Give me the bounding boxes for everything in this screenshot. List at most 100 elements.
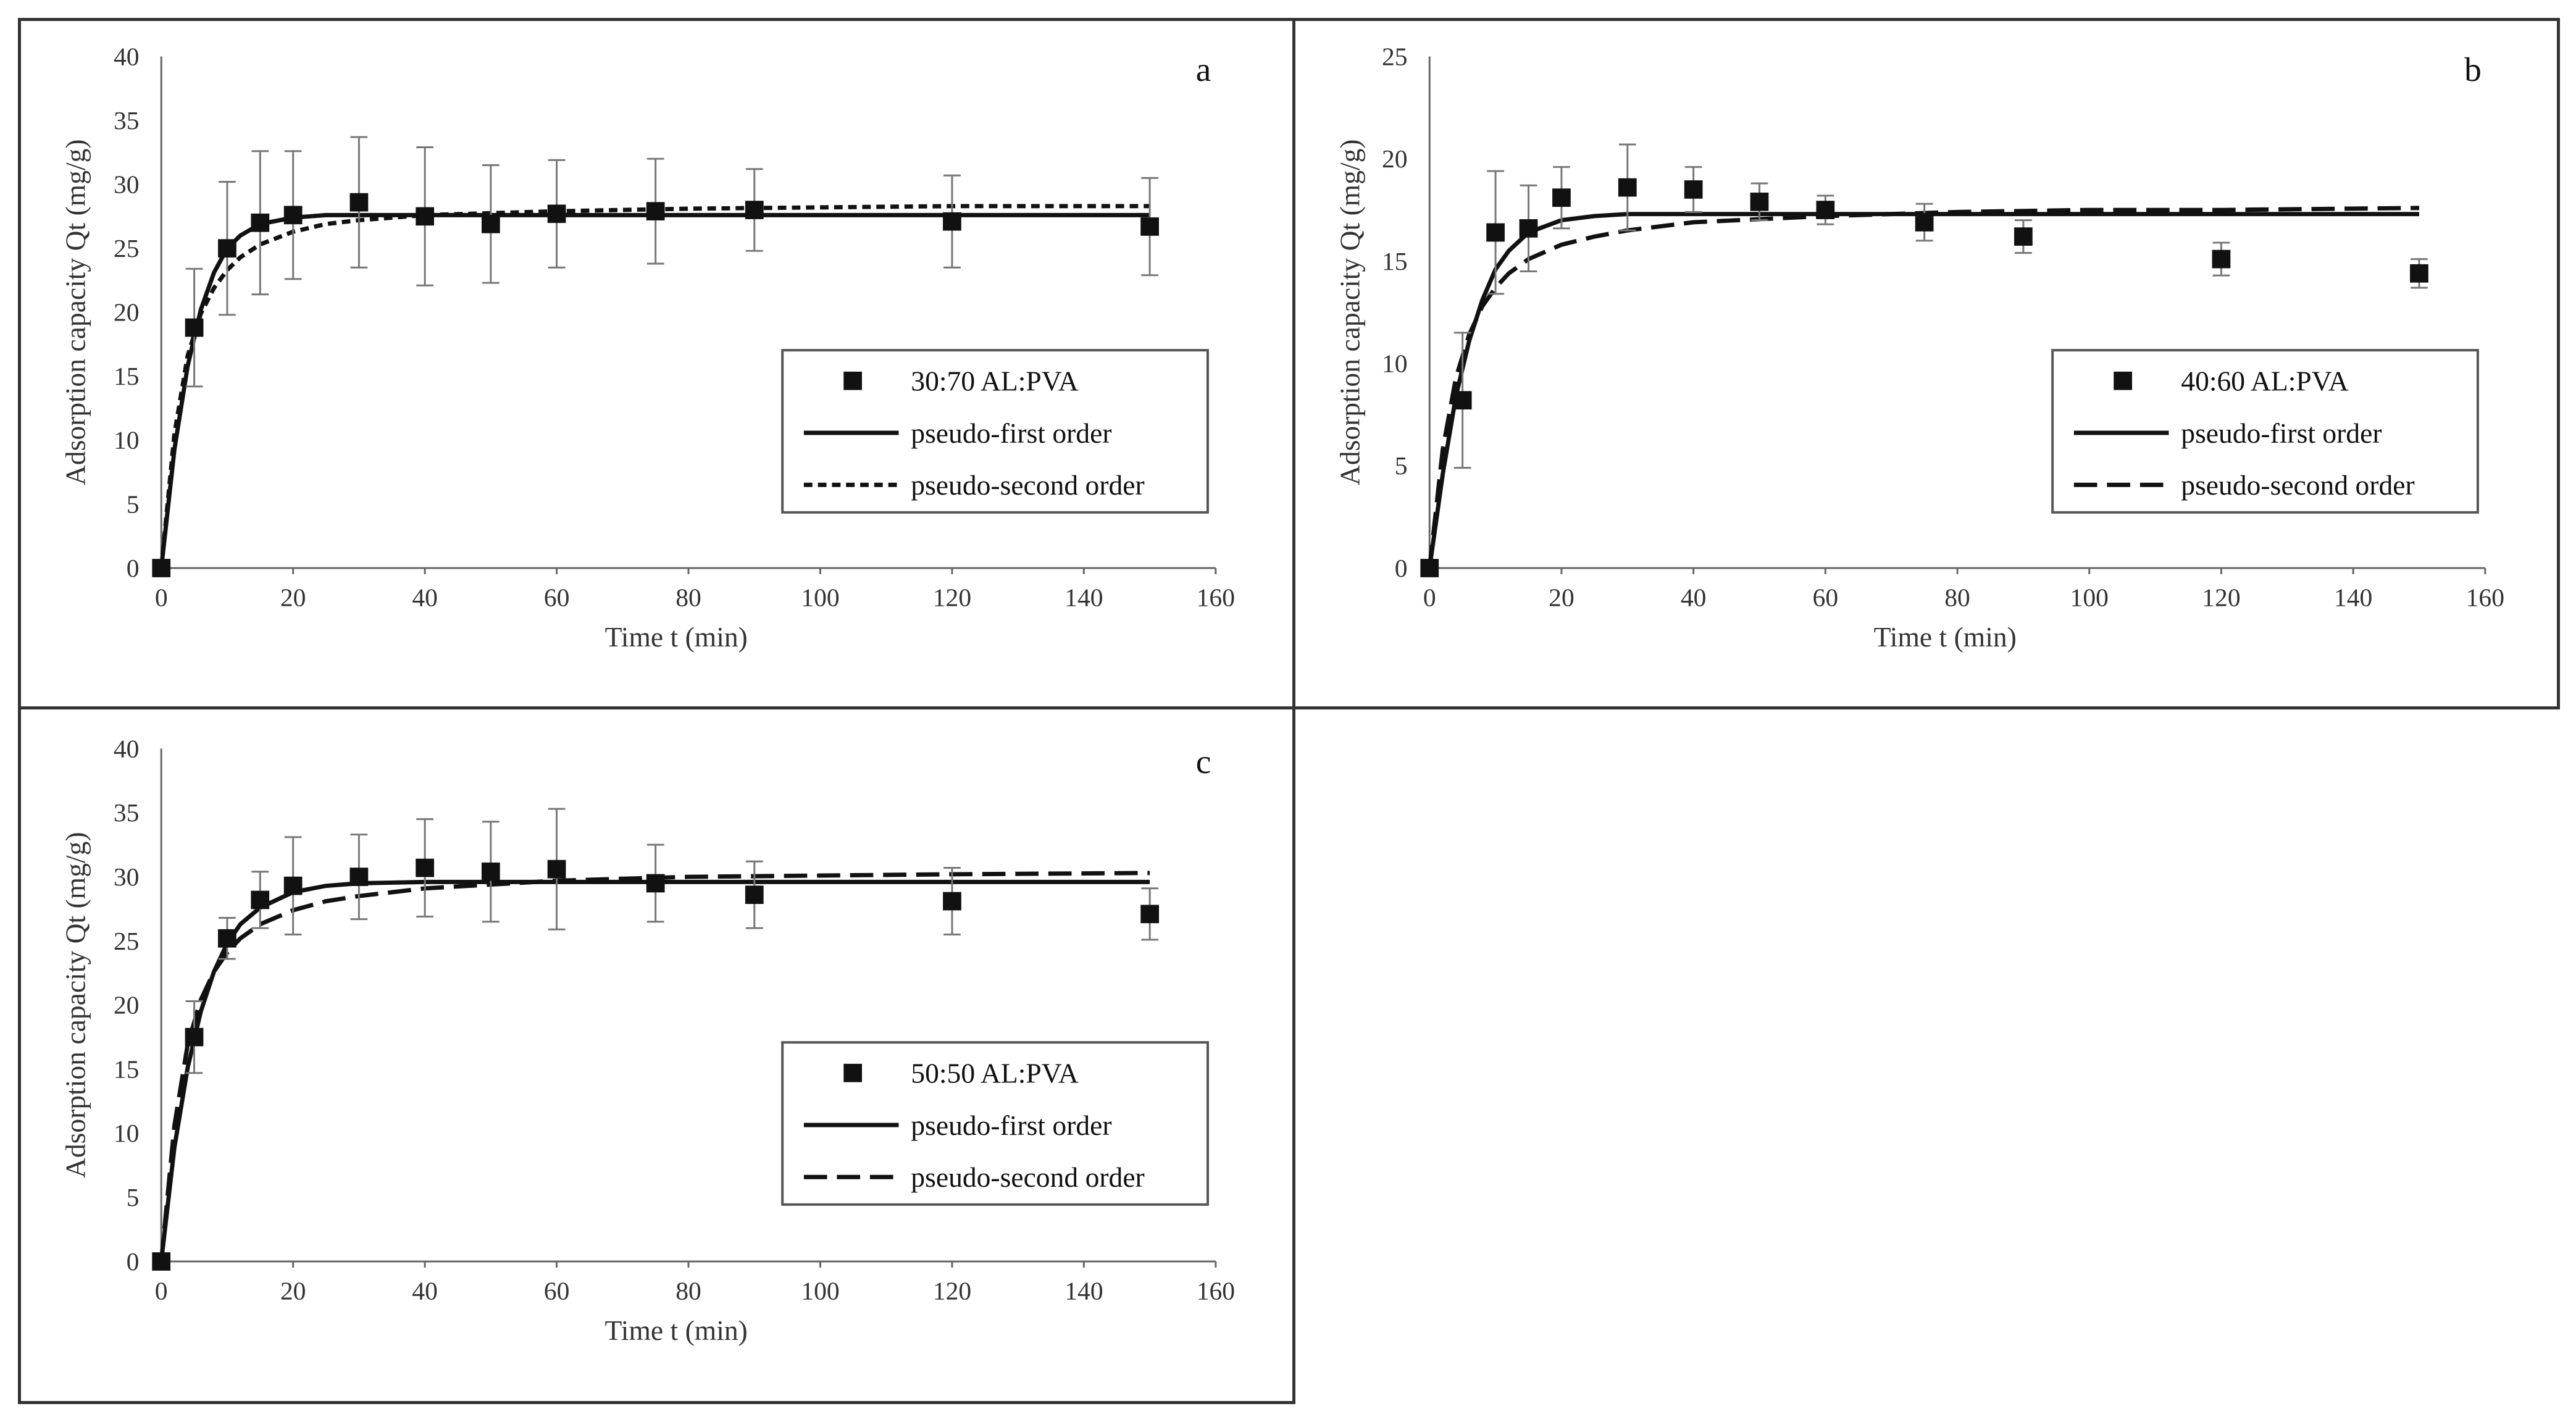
x-tick-label: 40 [412, 1277, 438, 1305]
x-tick-label: 80 [675, 583, 701, 612]
data-point [185, 1027, 204, 1047]
x-tick-label: 160 [2466, 583, 2504, 612]
x-tick-label: 60 [544, 583, 570, 612]
x-tick-label: 20 [280, 583, 306, 612]
data-point [152, 559, 171, 577]
y-tick-label: 20 [114, 992, 140, 1020]
data-point [152, 1252, 171, 1271]
panel-letter: c [1196, 743, 1211, 781]
data-point [1486, 223, 1505, 242]
data-point [1915, 213, 1934, 232]
data-point [416, 858, 434, 877]
data-point [943, 892, 961, 911]
x-tick-label: 140 [1064, 1277, 1103, 1305]
panel-letter: b [2464, 51, 2482, 89]
data-point [1816, 201, 1835, 219]
data-point [646, 202, 665, 220]
data-point [1618, 178, 1637, 197]
x-tick-label: 160 [1197, 1277, 1235, 1305]
legend-label: pseudo-first order [911, 1110, 1111, 1141]
data-point [2410, 264, 2428, 283]
chart-panel-b: 0 20 40 60 80 100 120 140 160 0 5 10 15 20 25 Time t (m… [1292, 18, 2560, 709]
y-axis-title: Adsorption capacity Qt (mg/g) [59, 832, 91, 1178]
y-tick-label: 30 [114, 863, 140, 892]
x-tick-label: 120 [933, 1277, 971, 1305]
legend-marker [843, 371, 863, 390]
data-point [283, 206, 303, 225]
x-tick-label: 60 [544, 1277, 570, 1305]
y-tick-label: 5 [127, 490, 140, 519]
data-point [283, 876, 303, 895]
data-point [1684, 180, 1703, 199]
y-tick-label: 10 [114, 427, 140, 455]
y-axis-title: Adsorption capacity Qt (mg/g) [1334, 139, 1365, 485]
legend-label: pseudo-second order [911, 1161, 1144, 1193]
data-point [481, 862, 500, 881]
x-axis-title: Time t (min) [1874, 621, 2017, 653]
data-point [481, 214, 500, 233]
data-point [1140, 217, 1159, 236]
legend-marker [2114, 371, 2132, 390]
chart-panel-c: 0 20 40 60 80 100 120 140 160 0 5 10 15 20 25 30 35 40 Tim… [18, 706, 1295, 1404]
data-point [185, 318, 204, 337]
y-tick-label: 15 [1382, 248, 1408, 276]
legend-label: pseudo-first order [911, 417, 1111, 449]
x-tick-label: 160 [1197, 583, 1235, 612]
pseudo-second-order-line [1427, 206, 2420, 569]
y-tick-label: 35 [114, 799, 140, 827]
data-point [1519, 219, 1538, 238]
y-tick-label: 35 [114, 107, 140, 135]
data-point [251, 890, 270, 910]
chart-b-svg: 0 20 40 60 80 100 120 140 160 0 5 10 15 20 25 Time t (m… [1334, 43, 2504, 653]
data-point [1552, 188, 1571, 207]
data-point [547, 204, 566, 224]
x-tick-label: 40 [412, 583, 438, 612]
x-tick-label: 100 [801, 1277, 839, 1305]
legend-label: pseudo-second order [911, 469, 1144, 501]
legend-label: pseudo-first order [2181, 417, 2382, 449]
data-point [547, 859, 566, 879]
y-tick-label: 20 [114, 299, 140, 327]
y-axis-title: Adsorption capacity Qt (mg/g) [59, 139, 91, 485]
y-tick-label: 40 [114, 735, 140, 763]
y-tick-label: 10 [1382, 349, 1408, 378]
y-tick-label: 5 [1395, 452, 1408, 480]
data-point [1750, 192, 1769, 211]
data-point [251, 213, 270, 232]
y-tick-label: 0 [127, 1248, 140, 1276]
data-point [1420, 559, 1439, 577]
y-tick-label: 5 [127, 1184, 140, 1212]
data-point [943, 212, 961, 231]
y-tick-label: 25 [1382, 43, 1408, 71]
x-tick-label: 20 [1549, 583, 1574, 612]
x-tick-label: 80 [675, 1277, 701, 1305]
y-tick-label: 25 [114, 927, 140, 956]
data-point [2014, 227, 2033, 246]
x-tick-label: 100 [2070, 583, 2109, 612]
x-tick-label: 0 [155, 1277, 168, 1305]
y-tick-label: 15 [114, 1055, 140, 1084]
data-point [1140, 905, 1160, 924]
chart-panel-a: 0 20 40 60 80 100 120 140 160 0 5 10 15 20 25 30 35 40 Tim… [18, 18, 1295, 709]
x-tick-label: 60 [1813, 583, 1839, 612]
y-tick-label: 25 [114, 235, 140, 263]
data-point [745, 201, 764, 219]
x-tick-label: 100 [801, 583, 839, 612]
y-tick-label: 30 [114, 170, 140, 199]
data-point [349, 868, 369, 886]
legend-label: 30:70 AL:PVA [911, 366, 1079, 397]
x-tick-label: 0 [1423, 583, 1436, 612]
legend-label: pseudo-second order [2181, 469, 2414, 501]
x-tick-label: 20 [280, 1277, 306, 1305]
x-tick-label: 40 [1681, 583, 1707, 612]
x-tick-label: 80 [1944, 583, 1970, 612]
x-tick-label: 120 [2202, 583, 2240, 612]
legend-label: 40:60 AL:PVA [2181, 366, 2349, 397]
x-tick-label: 140 [1064, 583, 1103, 612]
data-point [349, 193, 369, 212]
data-point [1453, 391, 1472, 410]
data-point [745, 885, 764, 905]
y-tick-label: 10 [114, 1119, 140, 1148]
x-axis-title: Time t (min) [605, 621, 748, 653]
chart-a-svg: 0 20 40 60 80 100 120 140 160 0 5 10 15 20 25 30 35 40 Tim… [59, 43, 1235, 653]
